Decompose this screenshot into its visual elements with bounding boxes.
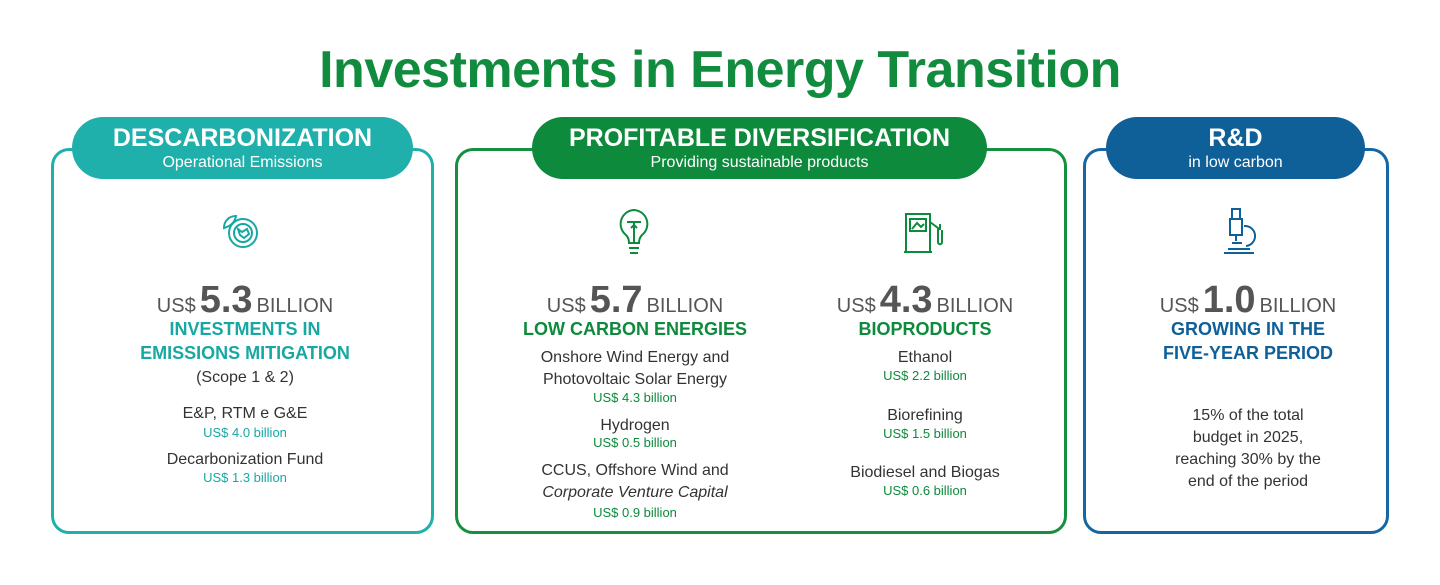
icon-fuel-pump <box>904 213 943 253</box>
label: GROWING IN THE <box>1171 319 1325 339</box>
unit: BILLION <box>936 295 1014 317</box>
icon-bulb <box>619 208 649 254</box>
description: end of the period <box>1187 473 1309 490</box>
header-title: DESCARBONIZATION <box>112 124 373 152</box>
unit: BILLION <box>1259 295 1337 317</box>
label: LOW CARBON ENERGIES <box>522 319 747 339</box>
currency: US$ <box>1159 295 1199 317</box>
title: Investments in Energy Transition <box>319 41 1121 99</box>
item-name: CCUS, Offshore Wind and <box>541 462 729 479</box>
icon-microscope <box>1224 208 1256 254</box>
panel-header: DESCARBONIZATION Operational Emissions <box>72 117 413 179</box>
note: (Scope 1 & 2) <box>196 369 294 386</box>
item-name: Corporate Venture Capital <box>542 484 728 501</box>
amount-value: 4.3 <box>879 279 933 321</box>
panel-header: R&D in low carbon <box>1106 117 1365 179</box>
amount: US$ 4.3 BILLION <box>745 280 1105 326</box>
description: reaching 30% by the <box>1175 451 1321 468</box>
item-name: Decarbonization Fund <box>166 451 324 468</box>
header-title: R&D <box>1208 124 1263 152</box>
item-name: Onshore Wind Energy and <box>540 349 730 366</box>
item-value: US$ 2.2 billion <box>883 368 967 383</box>
label: FIVE-YEAR PERIOD <box>1162 343 1334 363</box>
amount: US$ 5.7 BILLION <box>455 280 815 326</box>
item-value: US$ 0.5 billion <box>593 435 677 450</box>
currency: US$ <box>836 295 876 317</box>
label: BIOPRODUCTS <box>858 319 992 339</box>
amount-value: 1.0 <box>1202 279 1256 321</box>
description: budget in 2025, <box>1192 429 1304 446</box>
amount-value: 5.7 <box>589 279 643 321</box>
description: 15% of the total <box>1192 407 1304 424</box>
currency: US$ <box>546 295 586 317</box>
item-value: US$ 4.0 billion <box>203 425 287 440</box>
item-value: US$ 4.3 billion <box>593 390 677 405</box>
amount: US$ 1.0 BILLION <box>1068 280 1428 326</box>
item-name: Biorefining <box>887 407 963 424</box>
panel-header: PROFITABLE DIVERSIFICATION Providing sus… <box>532 117 987 179</box>
unit: BILLION <box>646 295 724 317</box>
item-name: E&P, RTM e G&E <box>182 405 308 422</box>
item-value: US$ 0.6 billion <box>883 483 967 498</box>
label: EMISSIONS MITIGATION <box>140 343 350 363</box>
item-name: Photovoltaic Solar Energy <box>542 371 728 388</box>
item-name: Biodiesel and Biogas <box>850 464 1000 481</box>
amount: US$ 5.3 BILLION <box>65 280 425 326</box>
header-subtitle: in low carbon <box>1188 154 1283 171</box>
item-name: Hydrogen <box>600 417 670 434</box>
item-value: US$ 0.9 billion <box>593 505 677 520</box>
icon-globe <box>222 214 258 248</box>
header-subtitle: Providing sustainable products <box>650 154 869 171</box>
header-subtitle: Operational Emissions <box>162 154 323 171</box>
label: INVESTMENTS IN <box>169 319 321 339</box>
currency: US$ <box>156 295 196 317</box>
header-title: PROFITABLE DIVERSIFICATION <box>568 124 951 152</box>
item-value: US$ 1.3 billion <box>203 470 287 485</box>
item-value: US$ 1.5 billion <box>883 426 967 441</box>
item-name: Ethanol <box>897 349 953 366</box>
unit: BILLION <box>256 295 334 317</box>
amount-value: 5.3 <box>199 279 253 321</box>
